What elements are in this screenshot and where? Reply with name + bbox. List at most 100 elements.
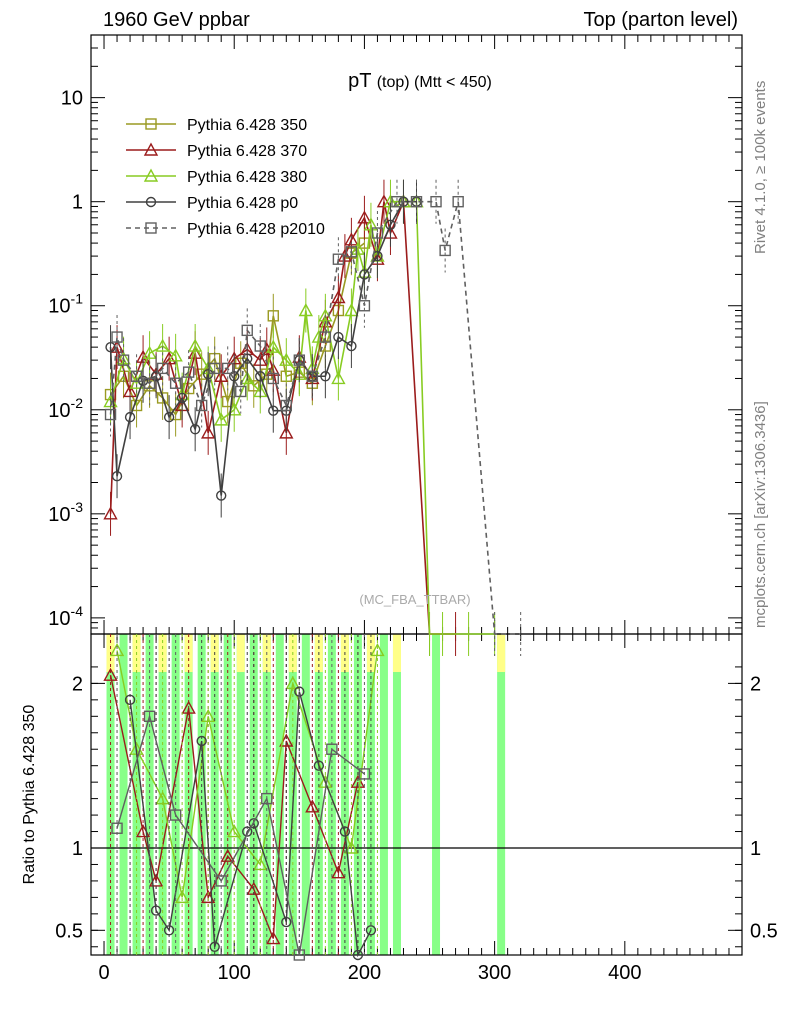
data-point [215,490,227,501]
x-tick-label: 0 [98,962,109,984]
x-tick-label: 300 [478,962,511,984]
ratio-data-point [285,675,300,690]
data-point [344,232,359,246]
ratio-data-point [103,667,118,681]
ratio-series-line-0 [109,675,359,939]
ratio-data-point [326,743,338,755]
ratio-band-green [158,634,167,955]
ratio-data-point [305,799,320,813]
ratio-band-yellow [497,634,506,672]
ratio-y-tick-label: 1 [72,838,83,860]
data-point [319,331,332,343]
ratio-data-point [242,826,253,837]
ratio-y-tick-label-right: 0.5 [750,920,778,942]
data-point [161,351,177,365]
data-point [363,217,379,231]
data-point [142,345,157,359]
y-tick-label: 10-2 [48,395,83,422]
series-line-4 [109,200,521,635]
y-tick-label: 10-3 [48,499,83,526]
ratio-band-green [379,634,388,955]
ratio-band-green [392,634,401,955]
ratio-band-green [106,634,115,955]
data-point [163,411,175,423]
y-tick-label: 10-4 [48,603,83,630]
watermark: (MC_FBA_TTBAR) [359,592,470,607]
ratio-band-green [197,634,206,955]
y-tick-label: 1 [72,192,83,214]
ratio-y-tick-label: 2 [72,673,83,695]
ratio-band-green [236,634,245,955]
data-point [298,303,314,317]
ratio-data-point [201,708,216,723]
data-point [398,196,409,207]
data-point [222,362,234,375]
data-point [331,371,346,385]
data-point [156,392,169,404]
ratio-data-point [352,949,364,961]
data-point [124,411,136,423]
ratio-band-green [275,634,284,955]
data-point [267,372,279,385]
ratio-data-point [339,826,351,837]
data-point [187,338,203,352]
ratio-band-green [210,634,219,955]
ratio-data-point [266,931,281,945]
ratio-data-point [148,873,164,887]
data-point [345,246,358,258]
ratio-data-point [143,710,156,723]
ratio-data-point [358,768,371,780]
ratio-data-point [331,865,346,879]
data-point [104,408,117,421]
x-tick-label: 200 [348,962,381,984]
series-line-2 [109,200,495,635]
x-tick-label: 400 [608,962,641,984]
legend-label: Pythia 6.428 380 [187,169,307,186]
ratio-data-point [150,905,162,916]
ratio-band-green [119,634,128,955]
header-left: 1960 GeV ppbar [103,9,250,31]
legend-label: Pythia 6.428 p2010 [187,221,325,238]
ratio-band-green [340,634,349,955]
ratio-data-point [261,792,273,805]
ratio-data-point [365,925,377,936]
data-point [156,362,169,375]
legend-marker [145,196,157,208]
ratio-band-yellow [236,634,245,672]
ratio-data-point [344,840,359,854]
ratio-data-point [124,694,136,706]
legend-marker [143,142,159,156]
data-point [105,341,116,353]
ratio-data-point [350,774,366,788]
ratio-band-green [432,634,441,955]
data-point [189,424,201,435]
ratio-band-green [223,634,232,955]
data-point [143,377,156,389]
data-point [280,399,292,412]
ratio-data-point [215,875,227,887]
data-point [168,348,183,362]
data-point [372,250,383,262]
ratio-band-green [327,634,336,955]
legend-label: Pythia 6.428 370 [187,143,307,160]
ratio-data-point [163,925,175,936]
data-point [195,368,208,380]
data-point [266,339,281,353]
data-point [430,195,442,208]
legend-label: Pythia 6.428 350 [187,117,307,134]
ratio-data-point [196,735,207,747]
ratio-band-green [249,634,258,955]
ratio-band-green [301,634,310,955]
ratio-band-green [497,634,506,955]
data-point [254,340,266,352]
ratio-data-point [220,848,235,862]
data-point [130,370,143,382]
ratio-band-green [262,634,271,955]
data-point [255,371,266,382]
data-point [208,362,221,375]
data-point [176,392,188,404]
ratio-data-point [111,822,123,834]
ratio-data-point [209,941,220,952]
data-point [111,470,123,482]
